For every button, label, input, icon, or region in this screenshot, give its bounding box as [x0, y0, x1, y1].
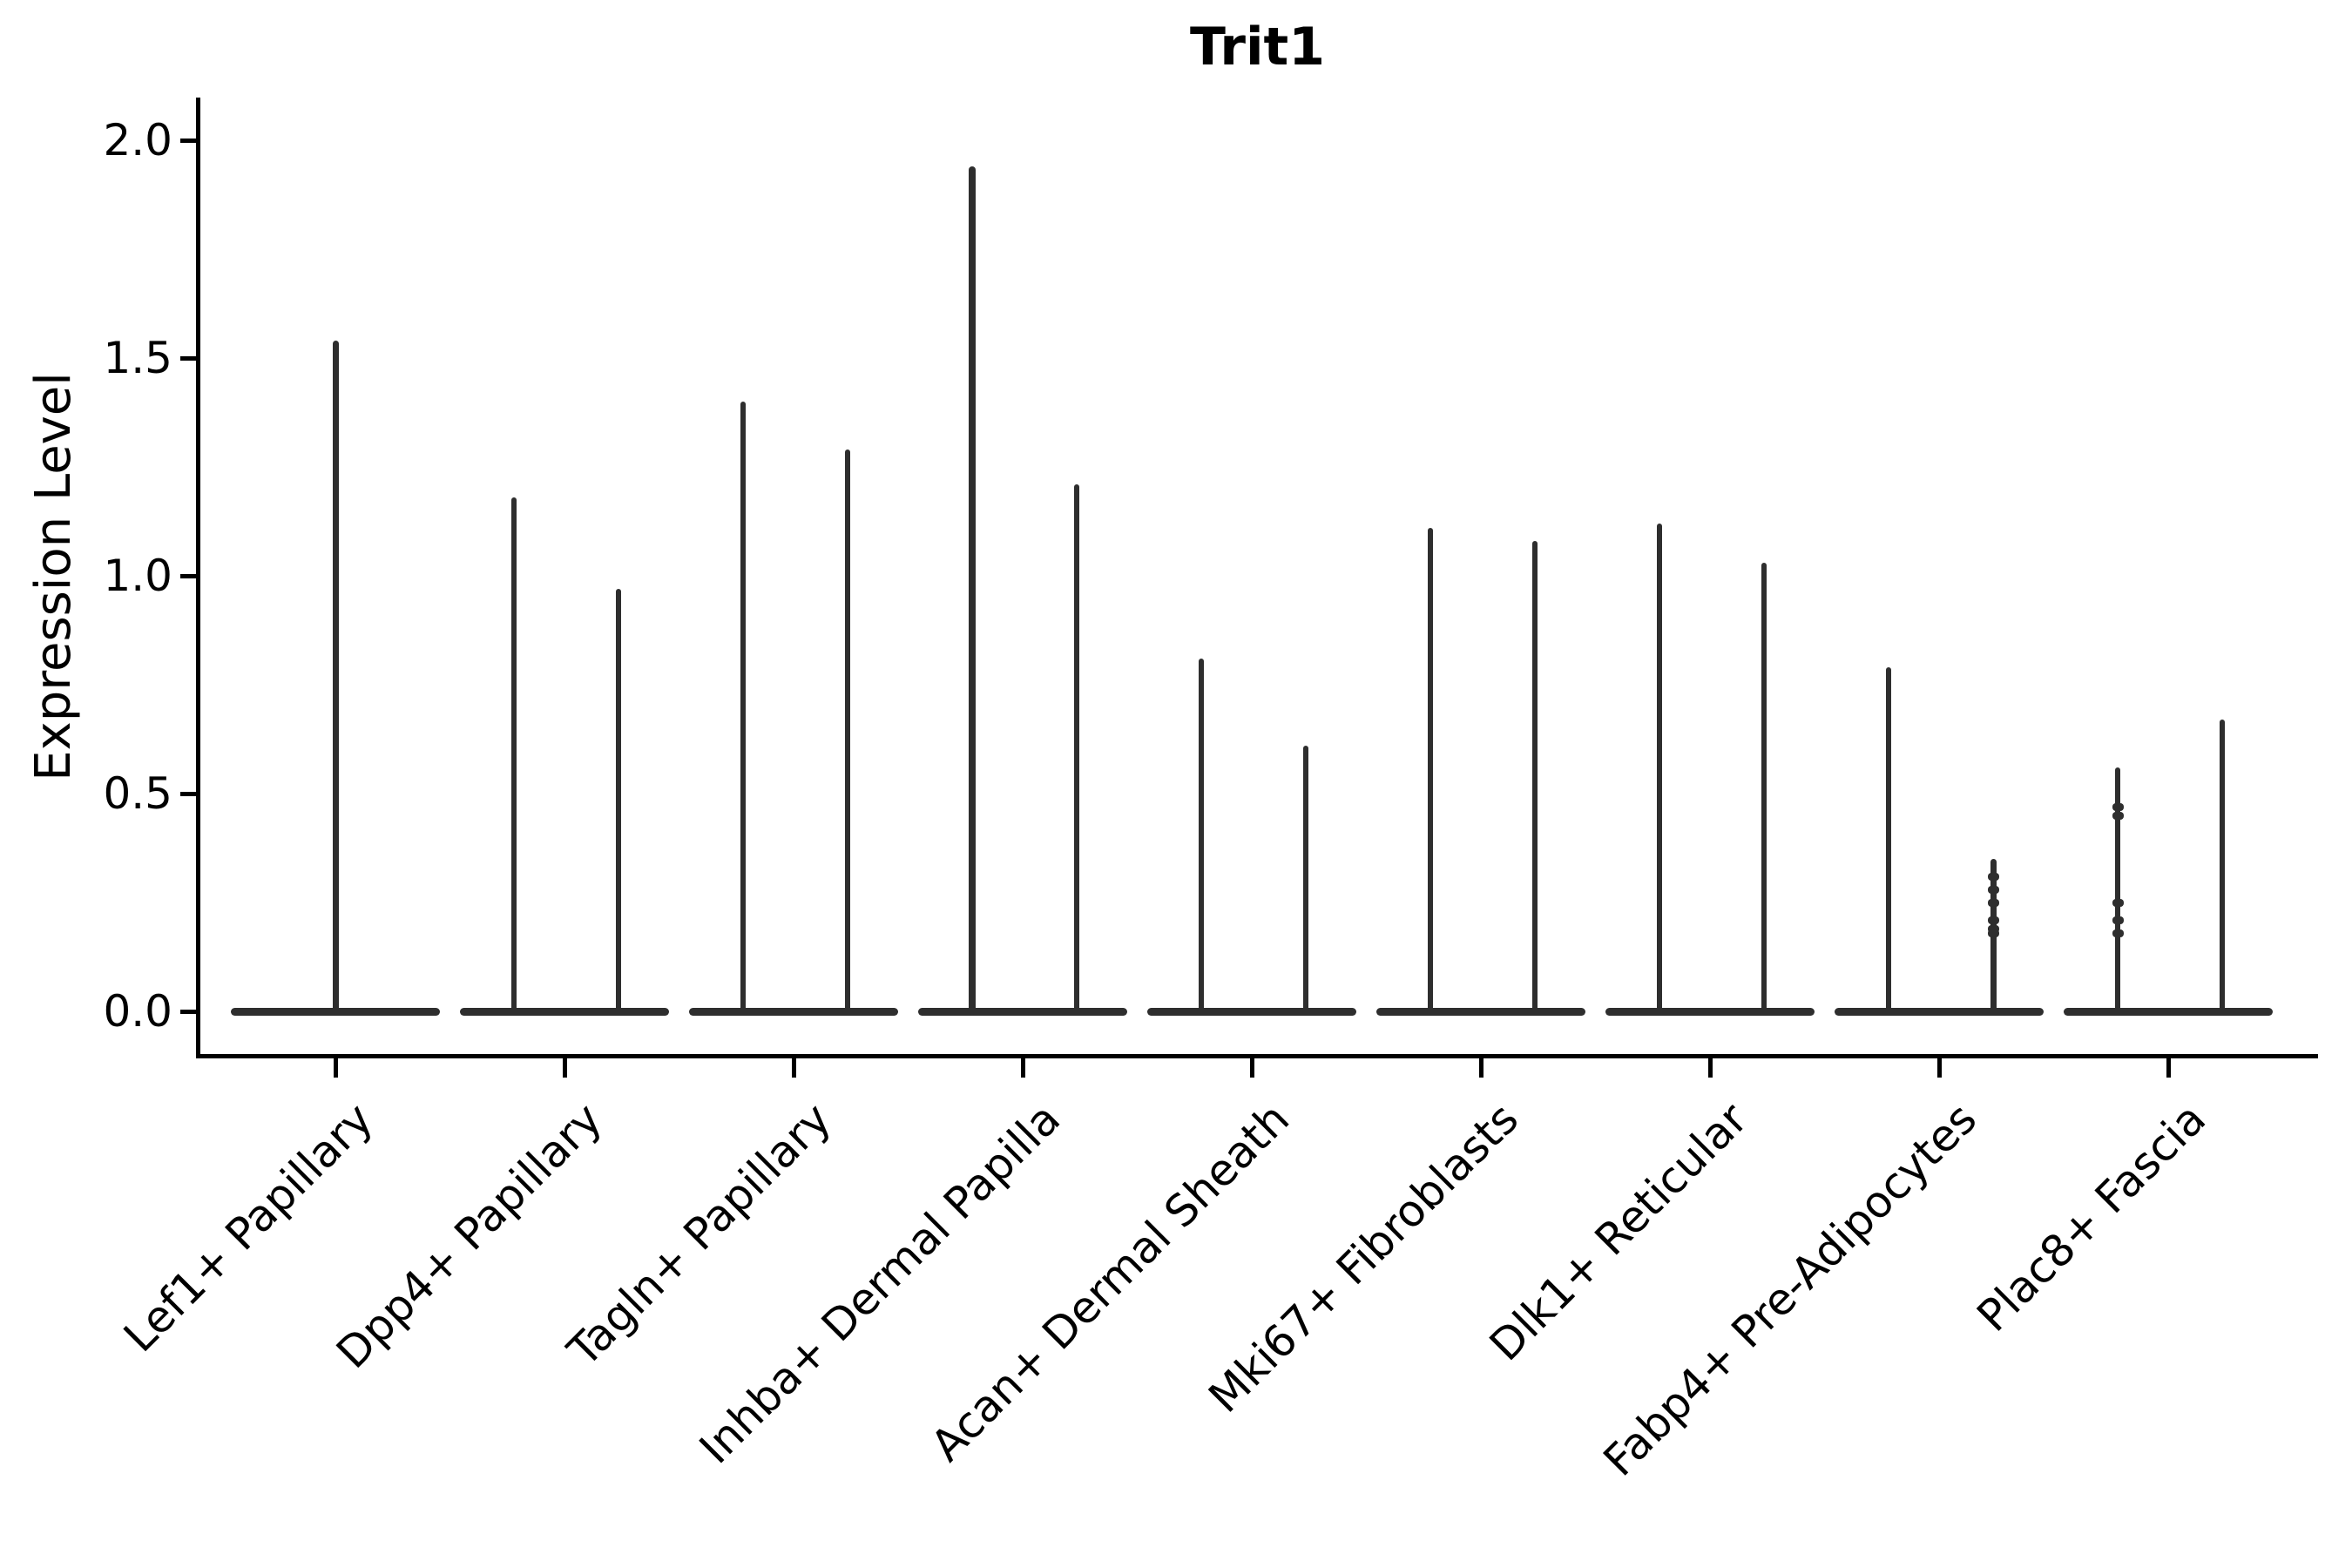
jitter-dot	[1987, 872, 1999, 881]
violin-spike	[1428, 528, 1433, 1015]
y-tick-label: 1.0	[103, 551, 172, 601]
y-tick-mark	[180, 1009, 198, 1014]
violin-spike	[1657, 524, 1662, 1015]
x-tick-mark	[562, 1058, 567, 1078]
violin-baseline	[1376, 1007, 1585, 1016]
jitter-dot	[1987, 916, 1999, 924]
x-tick-mark	[791, 1058, 796, 1078]
violin-baseline	[1605, 1007, 1815, 1016]
violin-baseline	[689, 1007, 898, 1016]
jitter-dot	[2112, 916, 2124, 924]
jitter-dot	[2112, 929, 2124, 937]
violin-spike	[1761, 563, 1767, 1015]
violin-spike	[1532, 541, 1538, 1015]
y-tick-mark	[180, 573, 198, 578]
x-tick-mark	[1707, 1058, 1713, 1078]
y-tick-mark	[180, 355, 198, 361]
x-tick-label: Plac8+ Fascia	[1967, 1093, 2216, 1342]
x-tick-mark	[1478, 1058, 1484, 1078]
y-tick-mark	[180, 791, 198, 796]
violin-spike	[740, 402, 746, 1015]
x-tick-mark	[333, 1058, 338, 1078]
violin-baseline	[2064, 1007, 2273, 1016]
y-tick-label: 1.5	[103, 333, 172, 383]
violin-spike	[511, 497, 517, 1015]
violin-spike	[1990, 859, 1997, 1015]
x-tick-label: Fabp4+ Pre-Adipocytes	[1593, 1093, 1987, 1486]
violin-baseline	[460, 1007, 669, 1016]
violin-spike	[332, 341, 339, 1015]
violin-spike	[1303, 746, 1308, 1015]
y-tick-label: 2.0	[103, 115, 172, 166]
x-tick-mark	[1936, 1058, 1942, 1078]
x-tick-mark	[1249, 1058, 1254, 1078]
jitter-dot	[1987, 929, 1999, 937]
violin-spike	[2115, 767, 2120, 1015]
violin-spike	[2220, 720, 2225, 1015]
violin-spike	[616, 589, 621, 1015]
y-tick-label: 0.5	[103, 768, 172, 819]
violin-spike	[1886, 667, 1891, 1015]
x-tick-label: Dlk1+ Reticular	[1480, 1093, 1758, 1371]
jitter-dot	[2112, 802, 2124, 811]
chart-title: Trit1	[1190, 17, 1325, 78]
jitter-dot	[1987, 885, 1999, 894]
y-tick-mark	[180, 138, 198, 143]
violin-spike	[1199, 659, 1204, 1015]
jitter-dot	[1987, 924, 1999, 933]
y-axis-line	[196, 98, 200, 1057]
violin-baseline	[1835, 1007, 2044, 1016]
violin-baseline	[1147, 1007, 1356, 1016]
violin-spike	[969, 166, 976, 1015]
violin-baseline	[918, 1007, 1127, 1016]
jitter-dot	[2112, 898, 2124, 907]
violin-spike	[1074, 484, 1079, 1015]
violin-spike	[845, 449, 850, 1015]
x-tick-mark	[1020, 1058, 1025, 1078]
y-tick-label: 0.0	[103, 986, 172, 1037]
y-axis-label: Expression Level	[25, 372, 82, 781]
x-axis-line	[196, 1054, 2318, 1058]
jitter-dot	[2112, 811, 2124, 820]
x-tick-mark	[2166, 1058, 2171, 1078]
x-tick-label: Lef1+ Papillary	[114, 1093, 383, 1362]
jitter-dot	[1987, 898, 1999, 907]
